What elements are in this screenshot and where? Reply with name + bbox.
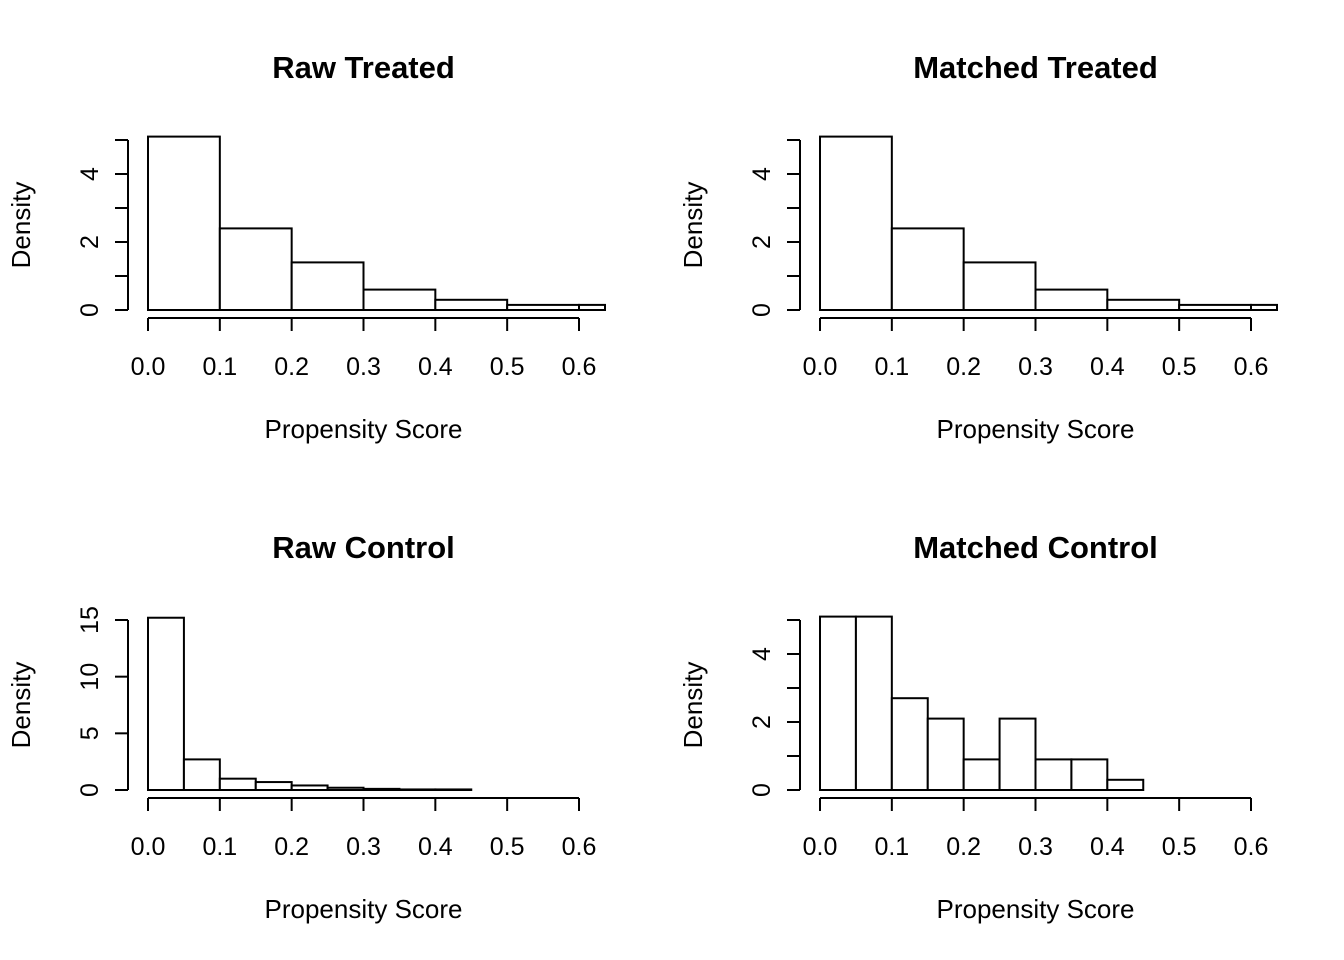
histogram-bar — [1034, 758, 1073, 792]
x-tick-label: 0.3 — [1018, 353, 1053, 381]
x-tick-label: 0.1 — [874, 833, 909, 861]
y-tick-label: 5 — [76, 726, 104, 740]
panel-title: Matched Control — [913, 530, 1158, 565]
histogram-bar — [962, 261, 1037, 311]
panel-matched-control: Matched Control 0.0 0.1 0.2 0.3 0.4 0.5 0.6 0 2 4 P… — [678, 530, 1268, 924]
histogram-bar — [326, 786, 365, 792]
histogram-bar — [218, 777, 257, 792]
histogram-bar — [398, 788, 437, 792]
histogram-bar — [362, 288, 437, 312]
y-tick-label: 4 — [748, 167, 776, 181]
histogram-bar — [1070, 758, 1109, 792]
y-axis-label: Density — [678, 182, 708, 269]
panel-title: Raw Control — [272, 530, 455, 565]
histogram-bar — [147, 616, 185, 791]
y-tick-label: 0 — [76, 303, 104, 317]
histogram-bar — [1178, 303, 1252, 311]
histogram-bar — [854, 615, 893, 791]
x-axis-label: Propensity Score — [937, 414, 1135, 444]
x-tick-label: 0.4 — [1090, 353, 1125, 381]
x-tick-label: 0.5 — [490, 353, 525, 381]
x-tick-label: 0.2 — [946, 833, 981, 861]
histogram-bar — [1250, 303, 1278, 311]
x-tick-label: 0.5 — [1162, 833, 1197, 861]
x-tick-label: 0.3 — [346, 833, 381, 861]
x-tick-label: 0.2 — [274, 833, 309, 861]
histogram-bar — [182, 758, 221, 792]
x-tick-label: 0.6 — [1234, 353, 1269, 381]
y-tick-label: 0 — [748, 783, 776, 797]
histogram-bar — [819, 135, 893, 311]
x-tick-label: 0.4 — [418, 353, 453, 381]
x-tick-label: 0.6 — [1234, 833, 1269, 861]
histogram-bar — [962, 758, 1001, 792]
y-tick-label: 15 — [76, 606, 104, 634]
x-tick-label: 0.1 — [874, 353, 909, 381]
x-tick-label: 0.0 — [131, 833, 166, 861]
x-tick-label: 0.5 — [1162, 353, 1197, 381]
x-tick-label: 0.5 — [490, 833, 525, 861]
histogram-bar — [890, 697, 929, 792]
y-tick-label: 2 — [748, 235, 776, 249]
histogram-bar — [1034, 288, 1109, 312]
y-tick-label: 10 — [76, 663, 104, 691]
histogram-bar — [147, 135, 221, 311]
histogram-bar — [434, 298, 509, 311]
x-tick-label: 0.4 — [1090, 833, 1125, 861]
histogram-bar — [290, 261, 365, 311]
x-tick-label: 0.3 — [346, 353, 381, 381]
panel-raw-treated: Raw Treated 0.0 0.1 0.2 0.3 0.4 0.5 0.6 0 2 4 Prope… — [6, 50, 606, 444]
panel-matched-treated: Matched Treated 0.0 0.1 0.2 0.3 0.4 0.5 0.6 0 2 4 P… — [678, 50, 1278, 444]
x-tick-label: 0.2 — [946, 353, 981, 381]
x-tick-label: 0.6 — [562, 833, 597, 861]
histogram-bar — [290, 784, 329, 792]
x-axis-label: Propensity Score — [265, 894, 463, 924]
x-tick-label: 0.1 — [202, 353, 237, 381]
panel-title: Matched Treated — [913, 50, 1158, 85]
histogram-bar — [1106, 298, 1181, 311]
x-tick-label: 0.3 — [1018, 833, 1053, 861]
y-axis-label: Density — [6, 662, 36, 749]
y-axis-label: Density — [6, 182, 36, 269]
x-axis-label: Propensity Score — [937, 894, 1135, 924]
y-tick-label: 4 — [748, 647, 776, 661]
x-tick-label: 0.0 — [803, 353, 838, 381]
x-tick-label: 0.2 — [274, 353, 309, 381]
y-tick-label: 2 — [748, 715, 776, 729]
histogram-bar — [578, 303, 606, 311]
histogram-bar — [434, 788, 473, 792]
y-tick-label: 2 — [76, 235, 104, 249]
x-axis-label: Propensity Score — [265, 414, 463, 444]
panel-title: Raw Treated — [272, 50, 455, 85]
y-tick-label: 0 — [748, 303, 776, 317]
y-tick-label: 0 — [76, 783, 104, 797]
y-tick-label: 4 — [76, 167, 104, 181]
histogram-bar — [926, 717, 965, 791]
x-tick-label: 0.0 — [803, 833, 838, 861]
x-tick-label: 0.6 — [562, 353, 597, 381]
histogram-bar — [998, 717, 1037, 791]
histogram-bar — [506, 303, 580, 311]
x-tick-label: 0.1 — [202, 833, 237, 861]
y-axis-label: Density — [678, 662, 708, 749]
x-tick-label: 0.0 — [131, 353, 166, 381]
panel-raw-control: Raw Control 0.0 0.1 0.2 0.3 0.4 0.5 0.6 0 5 10 15 Pr… — [6, 530, 596, 924]
histogram-bar — [890, 227, 965, 311]
x-tick-label: 0.4 — [418, 833, 453, 861]
histogram-bar — [1106, 778, 1145, 791]
histogram-bar — [819, 615, 857, 791]
histogram-bar — [362, 787, 401, 791]
histogram-bar — [218, 227, 293, 311]
histogram-bar — [254, 781, 293, 791]
